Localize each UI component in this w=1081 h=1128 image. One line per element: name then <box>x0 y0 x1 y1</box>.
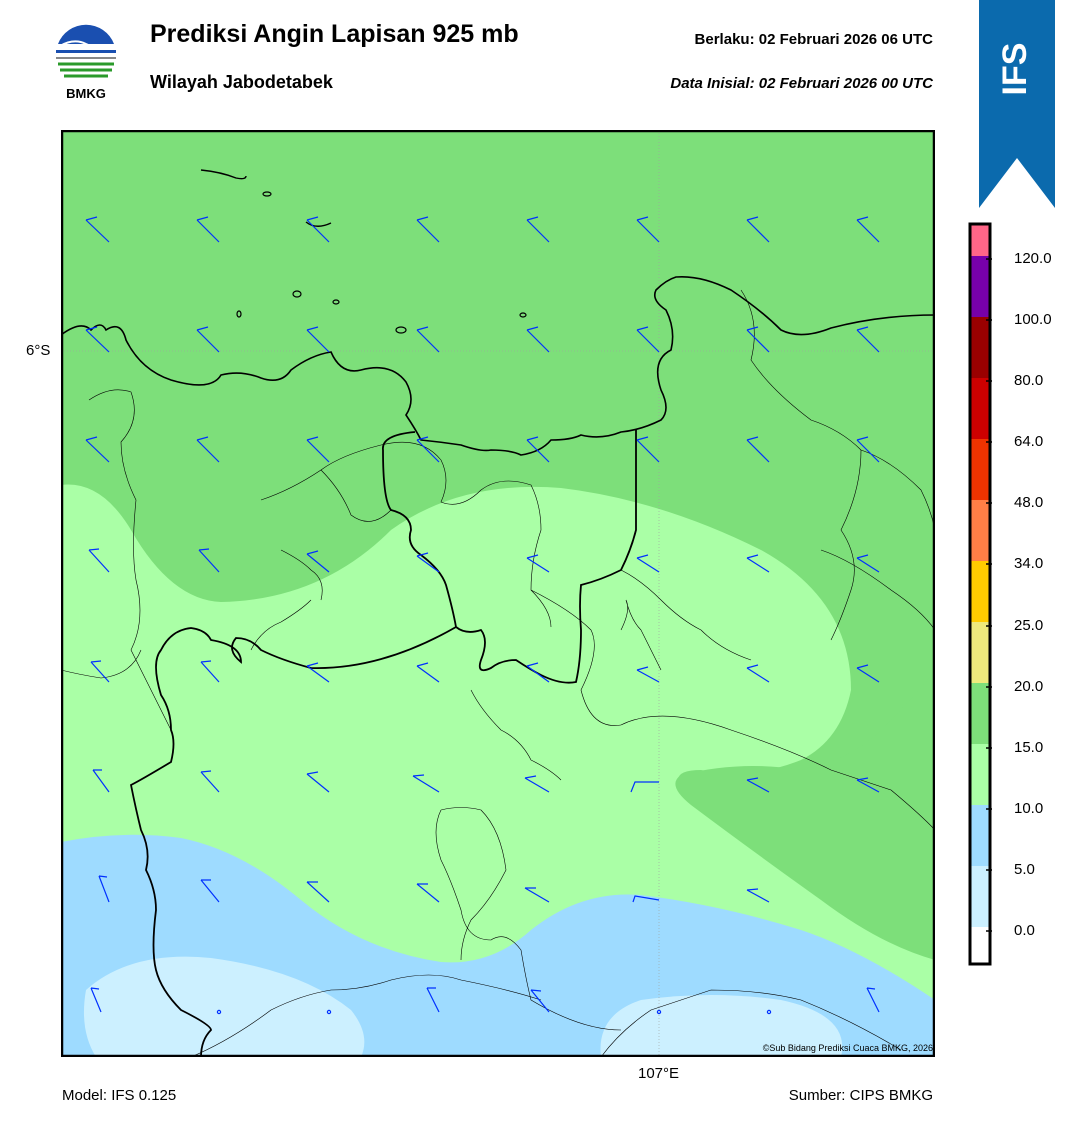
zone-light-blue-east <box>600 995 843 1057</box>
chart-subtitle: Wilayah Jabodetabek <box>150 72 333 92</box>
initial-time: Data Inisial: 02 Februari 2026 00 UTC <box>670 75 933 92</box>
province-border <box>382 430 637 684</box>
wind-barb-row-3 <box>85 436 880 463</box>
coastline-java <box>61 275 935 456</box>
colorbar-tick: 25.0 <box>1014 617 1044 634</box>
calm-circles <box>216 1009 772 1015</box>
colorbar-tick: 10.0 <box>1014 800 1044 817</box>
province-border-west <box>129 626 457 1057</box>
colorbar-tick: 80.0 <box>1014 372 1044 389</box>
colorbar-tick: 64.0 <box>1014 433 1044 450</box>
ifs-ribbon-label: IFS <box>996 43 1034 96</box>
colorbar-tick: 120.0 <box>1014 250 1052 267</box>
district-borders <box>61 289 935 1057</box>
zone-light-blue-west <box>83 956 365 1057</box>
wind-barb-row-4 <box>88 548 880 573</box>
wind-barb-row-6 <box>92 769 880 793</box>
colorbar-tick: 34.0 <box>1014 555 1044 572</box>
colorbar-tick: 0.0 <box>1014 922 1035 939</box>
wind-barb-row-8 <box>90 987 880 1013</box>
bmkg-logo <box>56 24 116 84</box>
lat-label: 6°S <box>26 342 51 359</box>
wind-map <box>61 130 935 1057</box>
wind-barb-row-2 <box>85 326 880 353</box>
colorbar-tick: 20.0 <box>1014 678 1044 695</box>
chart-title: Prediksi Angin Lapisan 925 mb <box>150 20 519 48</box>
colorbar-tick: 15.0 <box>1014 739 1044 756</box>
map-credit: ©Sub Bidang Prediksi Cuaca BMKG, 2026 <box>762 1043 933 1053</box>
lon-label: 107°E <box>638 1065 680 1082</box>
wind-barb-row-5 <box>90 660 880 683</box>
logo-text: BMKG <box>66 86 106 101</box>
model-label: Model: IFS 0.125 <box>62 1087 177 1104</box>
colorbar-tick: 48.0 <box>1014 494 1044 511</box>
wind-barb-row-1 <box>85 216 880 243</box>
source-label: Sumber: CIPS BMKG <box>788 1087 933 1104</box>
colorbar-tick: 5.0 <box>1014 861 1035 878</box>
wind-barb-row-7 <box>98 875 770 903</box>
valid-time: Berlaku: 02 Februari 2026 06 UTC <box>694 31 933 48</box>
svg-text:IFS: IFS <box>996 43 1034 96</box>
wind-barbs <box>85 216 880 1015</box>
colorbar-tick: 100.0 <box>1014 311 1052 328</box>
zone-green-east <box>675 670 935 960</box>
island <box>200 169 247 180</box>
ifs-ribbon <box>979 0 1055 208</box>
wind-speed-colorbar <box>968 222 992 966</box>
